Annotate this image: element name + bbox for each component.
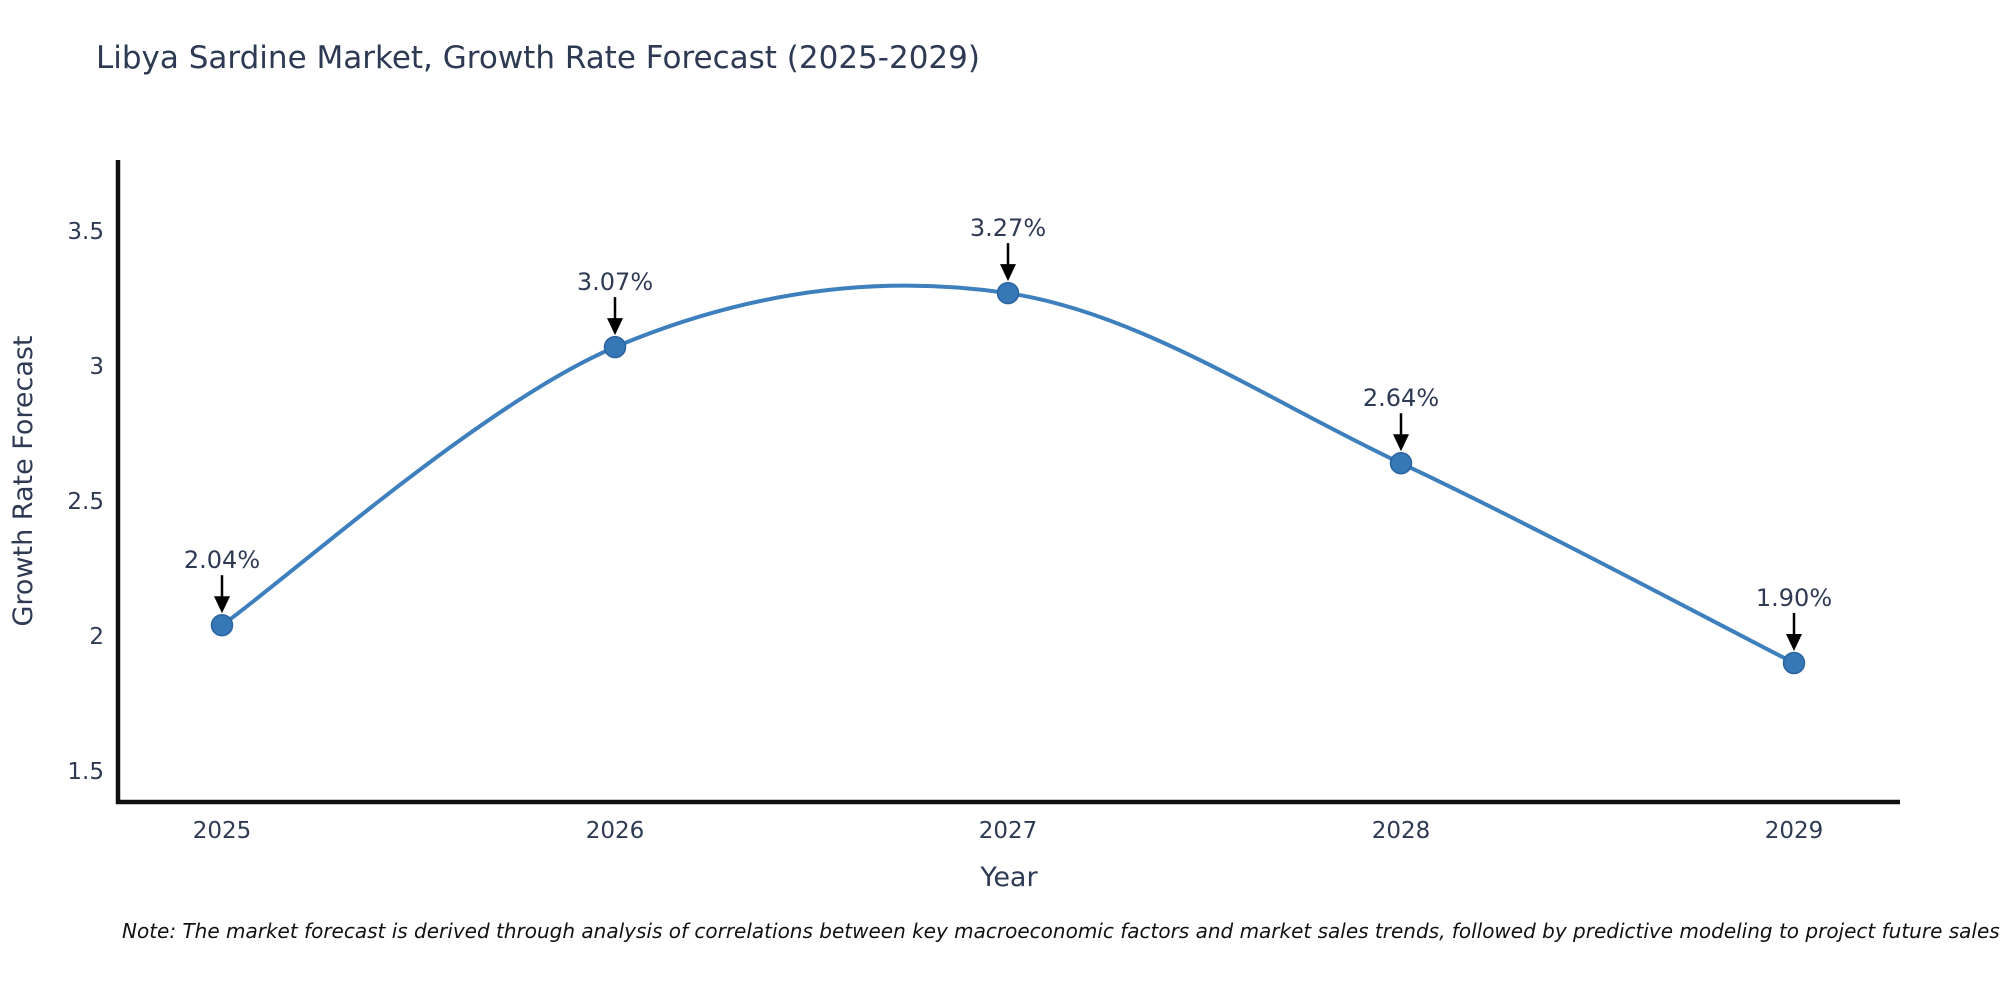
point-annotation: 3.27% [970, 214, 1046, 242]
x-tick-label: 2027 [979, 818, 1038, 844]
annotation-arrowhead [1393, 434, 1409, 452]
point-annotation: 3.07% [577, 268, 653, 296]
data-point[interactable] [603, 335, 627, 359]
x-tick-label: 2025 [193, 818, 252, 844]
x-tick-label: 2028 [1372, 818, 1431, 844]
y-axis-title: Growth Rate Forecast [8, 335, 39, 626]
axis-lines [115, 160, 1900, 805]
y-tick-label: 2 [89, 624, 104, 650]
point-annotation: 2.04% [184, 546, 260, 574]
annotation-arrowhead [214, 596, 230, 614]
data-point[interactable] [1389, 451, 1413, 475]
x-tick-label: 2029 [1765, 818, 1824, 844]
x-axis-title: Year [979, 862, 1038, 893]
annotation-arrowhead [1786, 634, 1802, 651]
point-annotation: 1.90% [1756, 584, 1832, 612]
chart-footnote: Note: The market forecast is derived thr… [122, 919, 2000, 943]
y-tick-label: 3.5 [67, 219, 104, 245]
data-point[interactable] [210, 613, 234, 637]
chart-title: Libya Sardine Market, Growth Rate Foreca… [96, 40, 980, 76]
data-point[interactable] [1782, 651, 1806, 675]
y-tick-label: 2.5 [67, 489, 104, 515]
y-tick-label: 1.5 [67, 759, 104, 785]
data-point[interactable] [996, 281, 1020, 305]
x-tick-label: 2026 [586, 818, 645, 844]
y-tick-label: 3 [89, 354, 104, 380]
annotation-arrowhead [1000, 264, 1016, 282]
series-line [220, 283, 1795, 665]
annotation-arrowhead [607, 318, 623, 336]
point-annotation: 2.64% [1363, 384, 1439, 412]
